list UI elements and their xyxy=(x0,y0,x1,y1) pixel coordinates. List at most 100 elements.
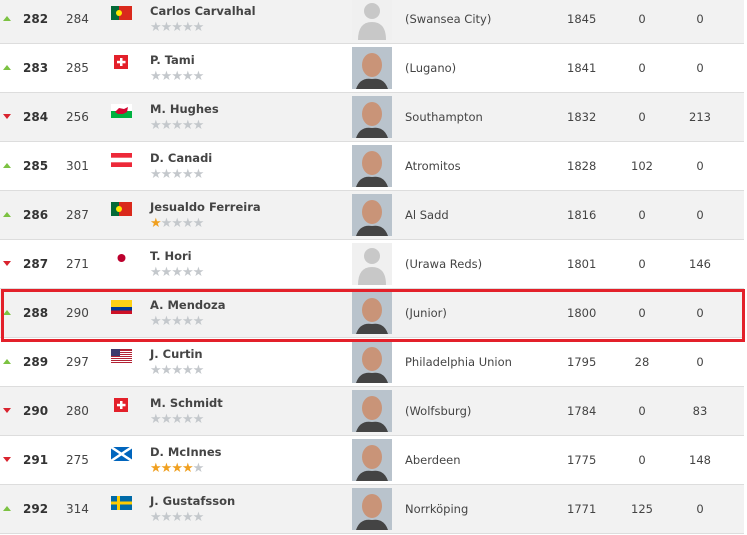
coach-name-link[interactable]: A. Mendoza xyxy=(150,298,226,312)
previous-rank: 301 xyxy=(66,159,89,173)
points-gained: 28 xyxy=(634,355,650,369)
points-lost: 0 xyxy=(696,12,704,26)
points-gained: 102 xyxy=(631,159,653,173)
previous-rank: 284 xyxy=(66,12,89,26)
star-rating: ★★★★★ xyxy=(150,20,204,35)
star-rating: ★★★★★ xyxy=(150,363,204,378)
trend-up-icon xyxy=(3,16,11,21)
coach-name-link[interactable]: T. Hori xyxy=(150,249,192,263)
coach-photo xyxy=(352,145,392,187)
previous-rank: 297 xyxy=(66,355,89,369)
coach-name-link[interactable]: D. McInnes xyxy=(150,445,222,459)
points-lost: 0 xyxy=(696,355,704,369)
flag-usa-icon xyxy=(111,349,132,363)
club: Southampton xyxy=(405,110,483,124)
trend-down-icon xyxy=(3,261,11,266)
rank: 282 xyxy=(23,12,49,26)
table-row[interactable]: 283 285 P. Tami ★★★★★ (Lugano) 1841 0 0 xyxy=(0,44,744,93)
coach-photo xyxy=(352,47,392,89)
table-row[interactable]: 282 284 Carlos Carvalhal ★★★★★ (Swansea City… xyxy=(0,0,744,44)
table-row[interactable]: 285 301 D. Canadi ★★★★★ Atromitos 1828 102 0 xyxy=(0,142,744,191)
points: 1841 xyxy=(567,61,597,75)
flag-sweden-icon xyxy=(111,496,132,510)
table-row[interactable]: 287 271 T. Hori ★★★★★ (Urawa Reds) 1801 0 146 xyxy=(0,240,744,289)
table-row[interactable]: 286 287 Jesualdo Ferreira ★★★★★ Al Sadd 1816 0… xyxy=(0,191,744,240)
rank: 286 xyxy=(23,208,49,222)
club: Aberdeen xyxy=(405,453,461,467)
points-gained: 125 xyxy=(631,502,653,516)
coach-photo xyxy=(352,243,392,285)
table-row[interactable]: 290 280 M. Schmidt ★★★★★ (Wolfsburg) 1784 0 83 xyxy=(0,387,744,436)
club: Philadelphia Union xyxy=(405,355,512,369)
coach-photo xyxy=(352,341,392,383)
table-row[interactable]: 289 297 J. Curtin ★★★★★ Philadelphia Union 17… xyxy=(0,338,744,387)
points-lost: 83 xyxy=(692,404,708,418)
flag-switzerland-icon xyxy=(111,398,132,412)
points: 1784 xyxy=(567,404,597,418)
star-rating: ★★★★★ xyxy=(150,510,204,525)
club: Norrköping xyxy=(405,502,469,516)
table-row[interactable]: 284 256 M. Hughes ★★★★★ Southampton 1832 0 213 xyxy=(0,93,744,142)
points-gained: 0 xyxy=(638,61,646,75)
rank: 291 xyxy=(23,453,49,467)
points-gained: 0 xyxy=(638,208,646,222)
points-lost: 146 xyxy=(689,257,711,271)
coach-photo xyxy=(352,0,392,40)
trend-down-icon xyxy=(3,457,11,462)
trend-up-icon xyxy=(3,163,11,168)
rank: 288 xyxy=(23,306,49,320)
points-lost: 213 xyxy=(689,110,711,124)
points: 1801 xyxy=(567,257,597,271)
previous-rank: 285 xyxy=(66,61,89,75)
points-lost: 0 xyxy=(696,502,704,516)
points: 1771 xyxy=(567,502,597,516)
rank: 283 xyxy=(23,61,49,75)
star-rating: ★★★★★ xyxy=(150,412,204,427)
points-lost: 0 xyxy=(696,159,704,173)
flag-scotland-icon xyxy=(110,445,133,463)
flag-switzerland-icon xyxy=(111,55,132,69)
coach-name-link[interactable]: Carlos Carvalhal xyxy=(150,4,256,18)
trend-down-icon xyxy=(3,114,11,119)
points-lost: 0 xyxy=(696,306,704,320)
club: (Wolfsburg) xyxy=(405,404,472,418)
coach-photo xyxy=(352,96,392,138)
star-rating: ★★★★★ xyxy=(150,216,204,231)
previous-rank: 290 xyxy=(66,306,89,320)
trend-up-icon xyxy=(3,506,11,511)
points-lost: 0 xyxy=(696,208,704,222)
rank: 292 xyxy=(23,502,49,516)
trend-up-icon xyxy=(3,65,11,70)
trend-up-icon xyxy=(3,359,11,364)
previous-rank: 314 xyxy=(66,502,89,516)
points-gained: 0 xyxy=(638,404,646,418)
coach-name-link[interactable]: Jesualdo Ferreira xyxy=(150,200,261,214)
table-row[interactable]: 292 314 J. Gustafsson ★★★★★ Norrköping 1771 12… xyxy=(0,485,744,534)
points-gained: 0 xyxy=(638,453,646,467)
coach-name-link[interactable]: P. Tami xyxy=(150,53,195,67)
previous-rank: 280 xyxy=(66,404,89,418)
coach-name-link[interactable]: J. Curtin xyxy=(150,347,203,361)
club: Al Sadd xyxy=(405,208,449,222)
points: 1816 xyxy=(567,208,597,222)
points-gained: 0 xyxy=(638,110,646,124)
coach-name-link[interactable]: J. Gustafsson xyxy=(150,494,236,508)
previous-rank: 275 xyxy=(66,453,89,467)
coach-name-link[interactable]: M. Hughes xyxy=(150,102,219,116)
flag-japan-icon xyxy=(111,251,132,265)
flag-wales-icon xyxy=(111,104,132,118)
table-row[interactable]: 288 290 A. Mendoza ★★★★★ (Junior) 1800 0 0 xyxy=(0,289,744,338)
points: 1832 xyxy=(567,110,597,124)
coach-photo xyxy=(352,488,392,530)
coach-name-link[interactable]: M. Schmidt xyxy=(150,396,223,410)
club: (Junior) xyxy=(405,306,447,320)
previous-rank: 256 xyxy=(66,110,89,124)
points-gained: 0 xyxy=(638,306,646,320)
coach-name-link[interactable]: D. Canadi xyxy=(150,151,213,165)
rank: 285 xyxy=(23,159,49,173)
rank: 287 xyxy=(23,257,49,271)
club: (Lugano) xyxy=(405,61,457,75)
trend-down-icon xyxy=(3,408,11,413)
table-row[interactable]: 291 275 D. McInnes ★★★★★ Aberdeen 1775 0 148 xyxy=(0,436,744,485)
